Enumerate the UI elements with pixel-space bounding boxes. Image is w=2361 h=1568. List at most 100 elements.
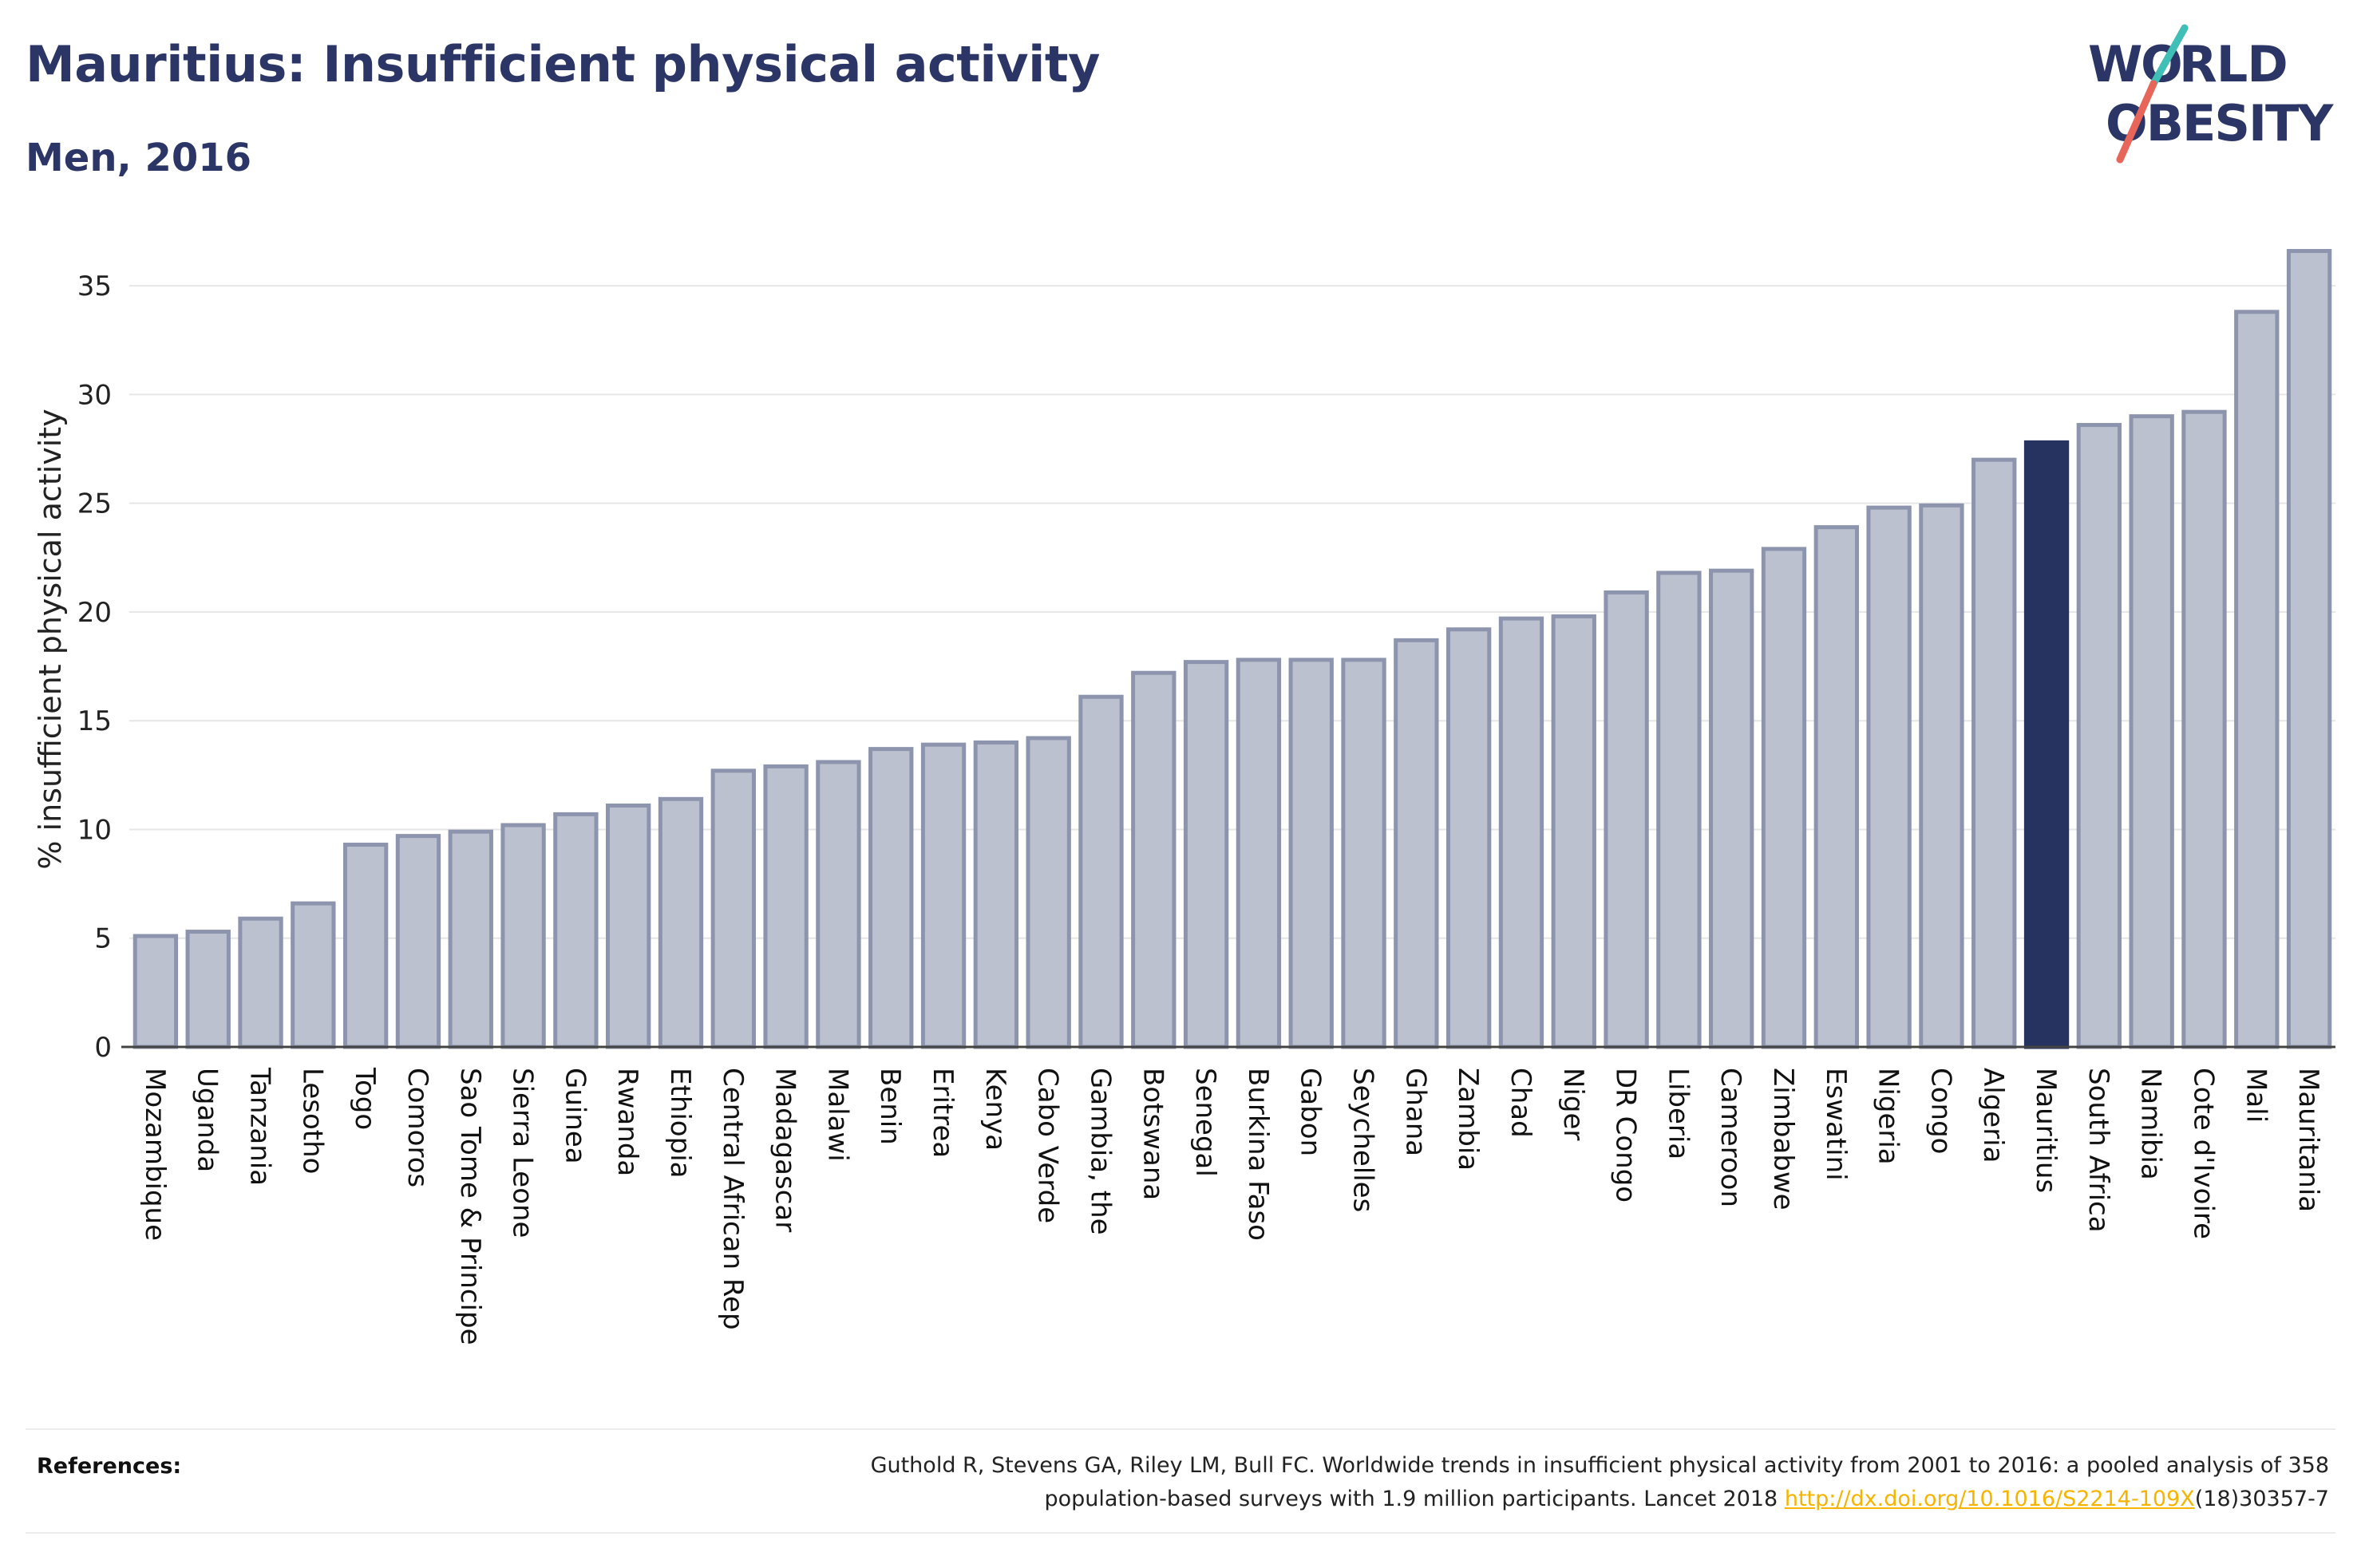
bar	[1236, 658, 1282, 1049]
bar	[1026, 736, 1071, 1049]
y-tick-label: 5	[94, 923, 112, 955]
y-tick-label: 15	[77, 705, 112, 737]
x-tick-label: Gabon	[1295, 1068, 1327, 1156]
x-tick-label: Ghana	[1399, 1068, 1431, 1156]
bar	[185, 930, 231, 1049]
bar	[395, 834, 441, 1049]
x-tick-label: Cabo Verde	[1032, 1068, 1064, 1223]
bar	[2234, 310, 2280, 1049]
bar	[342, 843, 389, 1049]
x-tick-label: Madagascar	[769, 1068, 801, 1232]
reference-line-2-suffix: (18)30357-7	[2194, 1487, 2329, 1511]
world-obesity-logo: W O RLD OBESITY	[2088, 24, 2335, 164]
x-tick-label: Kenya	[979, 1068, 1011, 1151]
bar	[1288, 658, 1334, 1049]
bar	[710, 768, 756, 1049]
x-tick-label: Cote d'Ivoire	[2187, 1068, 2219, 1239]
bar	[1394, 638, 1439, 1049]
x-tick-label: Lesotho	[296, 1068, 328, 1174]
bar	[1498, 616, 1544, 1049]
x-tick-label: Eritrea	[927, 1068, 959, 1158]
x-tick-label: Comoros	[401, 1068, 433, 1187]
y-tick-label: 30	[77, 379, 112, 411]
x-tick-label: Seychelles	[1347, 1068, 1379, 1212]
x-tick-label: Rwanda	[611, 1068, 643, 1176]
y-axis-label: % insufficient physical activity	[33, 409, 68, 869]
reference-line-1: Guthold R, Stevens GA, Riley LM, Bull FC…	[870, 1453, 2329, 1478]
bar	[1656, 571, 1702, 1049]
bar	[1813, 525, 1859, 1049]
x-tick-label: Mauritius	[2030, 1068, 2062, 1193]
x-tick-label: Sierra Leone	[507, 1068, 539, 1238]
x-tick-label: Ethiopia	[664, 1068, 696, 1178]
bar	[1183, 660, 1229, 1049]
bar	[606, 803, 651, 1049]
x-tick-label: Burkina Faso	[1242, 1068, 1274, 1241]
page-subtitle: Men, 2016	[26, 136, 252, 180]
x-tick-label: Tanzania	[244, 1067, 276, 1186]
references-section: References: Guthold R, Stevens GA, Riley…	[26, 1428, 2335, 1534]
x-tick-label: Senegal	[1189, 1068, 1221, 1177]
bar-chart: 0 5 10 15 20 25 30 35 % insufficient physical ac…	[33, 249, 2335, 1345]
x-tick-label: Eswatini	[1820, 1068, 1852, 1181]
x-tick-label: Guinea	[559, 1068, 591, 1164]
y-tick-label: 35	[77, 271, 112, 302]
bar	[553, 812, 599, 1049]
bar	[1971, 457, 2017, 1049]
bar	[1604, 590, 1649, 1049]
bar	[1761, 547, 1807, 1049]
svg-text:RLD: RLD	[2179, 35, 2288, 93]
x-tick-label: South Africa	[2082, 1068, 2114, 1233]
bar	[238, 916, 283, 1049]
bar	[1709, 568, 1754, 1049]
x-tick-label: Mozambique	[139, 1068, 171, 1241]
x-tick-label: Congo	[1924, 1068, 1956, 1154]
x-tick-label: Liberia	[1662, 1068, 1694, 1159]
x-tick-label: Zimbabwe	[1767, 1068, 1799, 1211]
x-tick-label: Zambia	[1452, 1068, 1484, 1171]
references-label: References:	[37, 1454, 182, 1479]
bar	[920, 742, 967, 1049]
y-tick-label: 10	[77, 814, 112, 846]
page-title: Mauritius: Insufficient physical activit…	[26, 35, 1100, 93]
bar	[1919, 503, 1964, 1049]
reference-line-2: population-based surveys with 1.9 millio…	[871, 1483, 2329, 1516]
y-tick-label: 0	[94, 1032, 112, 1064]
x-tick-label: DR Congo	[1610, 1068, 1642, 1203]
bar	[973, 740, 1019, 1049]
bar	[1131, 670, 1177, 1049]
bar	[1551, 614, 1596, 1049]
doi-link[interactable]: http://dx.doi.org/10.1016/S2214-109X	[1784, 1487, 2195, 1511]
bar	[1341, 658, 1386, 1049]
x-tick-label: Chad	[1505, 1068, 1536, 1138]
bar	[868, 747, 914, 1049]
x-tick-label: Togo	[349, 1067, 381, 1130]
x-tick-label: Mali	[2240, 1068, 2272, 1123]
bar	[132, 934, 179, 1049]
x-tick-label: Nigeria	[1873, 1068, 1904, 1165]
bar	[500, 823, 546, 1049]
x-tick-label: Benin	[874, 1068, 906, 1145]
bar	[2286, 249, 2332, 1049]
references-text: Guthold R, Stevens GA, Riley LM, Bull FC…	[871, 1449, 2329, 1516]
x-tick-label: Algeria	[1977, 1068, 2009, 1163]
x-tick-label: Central African Rep	[717, 1068, 749, 1330]
x-tick-label: Malawi	[821, 1068, 853, 1162]
bar	[1866, 505, 1912, 1049]
bar	[658, 796, 704, 1049]
x-tick-label: Namibia	[2135, 1068, 2167, 1180]
x-tick-label: Gambia, the	[1084, 1068, 1116, 1235]
bar	[2181, 409, 2227, 1049]
svg-text:W: W	[2088, 35, 2142, 93]
x-tick-label: Niger	[1557, 1068, 1589, 1140]
y-tick-label: 20	[77, 597, 112, 629]
bar	[448, 829, 493, 1049]
reference-line-2-prefix: population-based surveys with 1.9 millio…	[1044, 1487, 1785, 1511]
y-tick-label: 25	[77, 488, 112, 520]
bar	[2076, 423, 2122, 1049]
bar	[291, 901, 336, 1049]
x-tick-label: Botswana	[1137, 1068, 1169, 1200]
bar	[2129, 414, 2174, 1049]
x-tick-label: Uganda	[192, 1068, 223, 1172]
bar	[1445, 627, 1492, 1049]
